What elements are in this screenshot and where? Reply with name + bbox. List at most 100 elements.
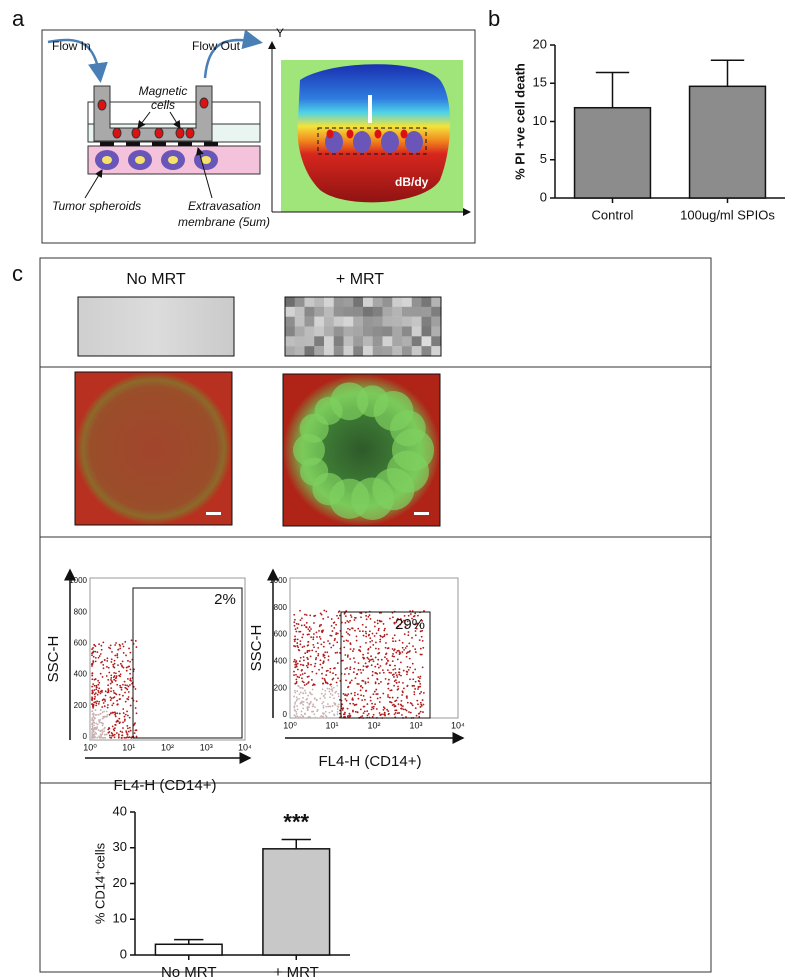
event: [394, 671, 397, 674]
event: [92, 712, 95, 715]
event: [94, 650, 97, 653]
event: [127, 685, 130, 688]
event: [122, 727, 124, 729]
event: [97, 691, 100, 694]
event: [331, 710, 334, 713]
event: [362, 695, 365, 697]
event: [367, 634, 370, 637]
event: [398, 673, 401, 676]
event: [410, 703, 413, 705]
event: [306, 649, 309, 652]
x-tick-label: 10²: [367, 720, 380, 730]
event: [127, 678, 129, 680]
event: [322, 653, 325, 656]
pointer: [169, 111, 181, 129]
event: [294, 645, 297, 648]
pixel: [421, 297, 432, 307]
event: [129, 668, 132, 671]
event: [395, 699, 398, 702]
event: [293, 695, 295, 698]
event: [357, 662, 360, 664]
event: [368, 660, 371, 663]
event: [398, 681, 400, 683]
event: [349, 614, 352, 617]
event: [300, 710, 303, 713]
event: [112, 689, 115, 692]
event: [322, 715, 324, 718]
event: [388, 671, 391, 674]
event: [364, 681, 367, 683]
event: [336, 684, 339, 687]
event: [336, 708, 339, 710]
event: [102, 737, 105, 739]
event: [336, 651, 339, 654]
event: [91, 689, 94, 692]
event: [382, 671, 385, 674]
pixel: [402, 297, 412, 307]
event: [376, 678, 379, 680]
event: [129, 684, 131, 686]
event: [307, 658, 309, 661]
event: [121, 660, 124, 663]
event: [413, 693, 416, 696]
y-tick-label: 400: [274, 657, 288, 666]
event: [295, 673, 297, 676]
pixel: [343, 326, 354, 337]
pixel: [285, 297, 295, 307]
event: [350, 679, 353, 682]
event: [107, 678, 110, 681]
event: [420, 635, 423, 638]
pixel: [402, 326, 412, 337]
plot-frame: [289, 577, 459, 719]
event: [377, 629, 380, 632]
event: [127, 698, 130, 701]
event: [97, 729, 100, 732]
event: [397, 703, 400, 706]
event: [307, 694, 310, 697]
event: [102, 641, 105, 644]
panel-label: b: [488, 6, 500, 31]
event: [104, 737, 107, 739]
event: [419, 624, 421, 627]
event: [124, 691, 126, 694]
event: [93, 701, 96, 704]
event: [387, 696, 389, 698]
event: [370, 655, 372, 658]
y-tick-label: 1000: [269, 576, 287, 585]
event: [302, 664, 305, 667]
event: [307, 628, 310, 630]
event: [302, 715, 304, 718]
event: [297, 649, 300, 651]
pixel: [304, 316, 315, 327]
event: [335, 623, 338, 626]
event: [414, 634, 417, 637]
event: [101, 676, 104, 678]
event: [387, 710, 390, 713]
pixel: [314, 326, 325, 337]
pixel: [285, 336, 295, 347]
event: [293, 640, 296, 643]
event: [405, 655, 408, 658]
event: [114, 672, 117, 675]
event: [319, 612, 322, 615]
event: [317, 654, 320, 657]
event: [297, 623, 300, 626]
event: [419, 685, 422, 688]
y-tick-label: 20: [113, 875, 127, 890]
event: [94, 695, 96, 698]
event: [395, 621, 398, 624]
event: [406, 651, 409, 654]
event: [318, 635, 321, 638]
pixel: [304, 297, 315, 307]
event: [416, 699, 419, 702]
event: [359, 716, 362, 718]
event: [108, 671, 111, 674]
event: [336, 710, 339, 713]
event: [391, 616, 394, 619]
event: [309, 700, 312, 703]
event: [294, 682, 297, 685]
event: [117, 733, 120, 736]
event: [92, 713, 95, 716]
event: [346, 667, 348, 669]
event: [327, 655, 330, 658]
